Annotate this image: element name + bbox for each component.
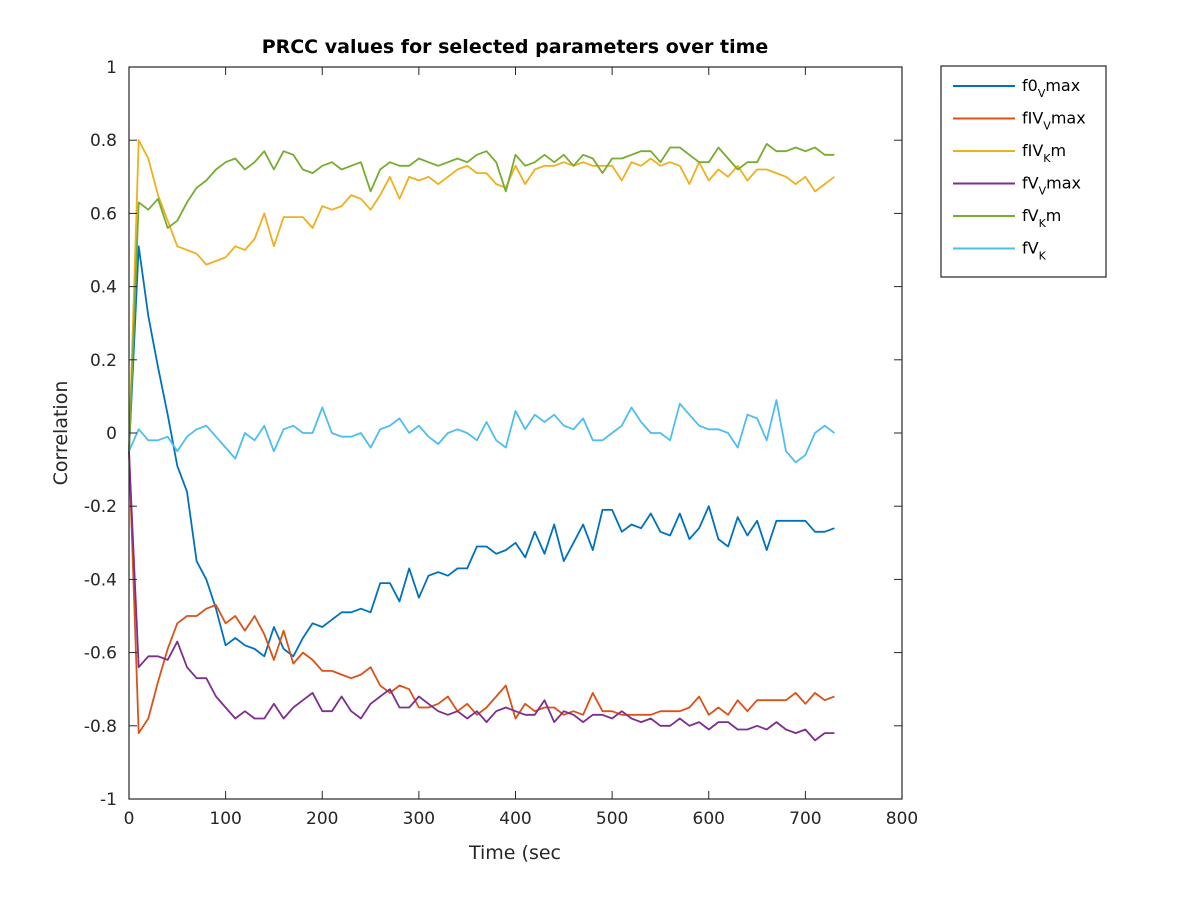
legend-label-f0Vmax: f0Vmax xyxy=(1022,76,1080,100)
y-tick-label: -0.6 xyxy=(84,644,117,664)
x-tick-label: 700 xyxy=(789,809,821,829)
x-tick-label: 0 xyxy=(124,809,135,829)
x-tick-label: 600 xyxy=(693,809,725,829)
y-tick-label: -0.8 xyxy=(84,717,117,737)
series-layer xyxy=(128,139,835,742)
series-line-fIVVmax xyxy=(128,451,835,734)
legend-label-fVK: fVK xyxy=(1022,239,1047,263)
y-tick-label: 0.2 xyxy=(90,351,117,371)
y-tick-label: 0 xyxy=(106,424,117,444)
x-tick-label: 300 xyxy=(403,809,435,829)
y-tick-label: 0.6 xyxy=(90,204,117,224)
x-tick-label: 500 xyxy=(596,809,628,829)
series-line-fVK xyxy=(128,399,835,464)
x-tick-label: 800 xyxy=(886,809,918,829)
legend-label-fIVVmax: fIVVmax xyxy=(1022,109,1086,133)
x-tick-label: 400 xyxy=(499,809,531,829)
x-tick-label: 200 xyxy=(306,809,338,829)
series-line-f0Vmax xyxy=(128,245,835,658)
x-tick-label: 100 xyxy=(209,809,241,829)
y-tick-label: -0.2 xyxy=(84,497,117,517)
series-line-fVKm xyxy=(128,142,835,452)
legend-label-fIVKm: fIVKm xyxy=(1022,141,1066,165)
legend-label-fVKm: fVKm xyxy=(1022,206,1061,230)
series-line-fVVmax xyxy=(128,451,835,742)
legend-label-fVVmax: fVVmax xyxy=(1022,174,1081,198)
chart-title: PRCC values for selected parameters over… xyxy=(262,36,769,58)
y-tick-label: 1 xyxy=(106,58,117,78)
plot-area xyxy=(129,67,902,799)
legend: f0Vmax fIVVmax fIVKm fVVmax fVKm fVK xyxy=(940,65,1107,278)
series-line-fIVKm xyxy=(128,139,835,452)
y-tick-label: -0.4 xyxy=(84,570,117,590)
axes-layer: 0 100 200 300 400 500 600 700 800 -1 -0.8 -0.6 -0.4 -… xyxy=(84,58,918,829)
y-axis-label: Correlation xyxy=(50,381,72,486)
x-axis-label: Time (sec xyxy=(468,842,561,864)
y-tick-label: 0.4 xyxy=(90,278,117,298)
y-tick-label: -1 xyxy=(100,790,117,810)
legend-box xyxy=(940,65,1107,278)
y-tick-label: 0.8 xyxy=(90,131,117,151)
